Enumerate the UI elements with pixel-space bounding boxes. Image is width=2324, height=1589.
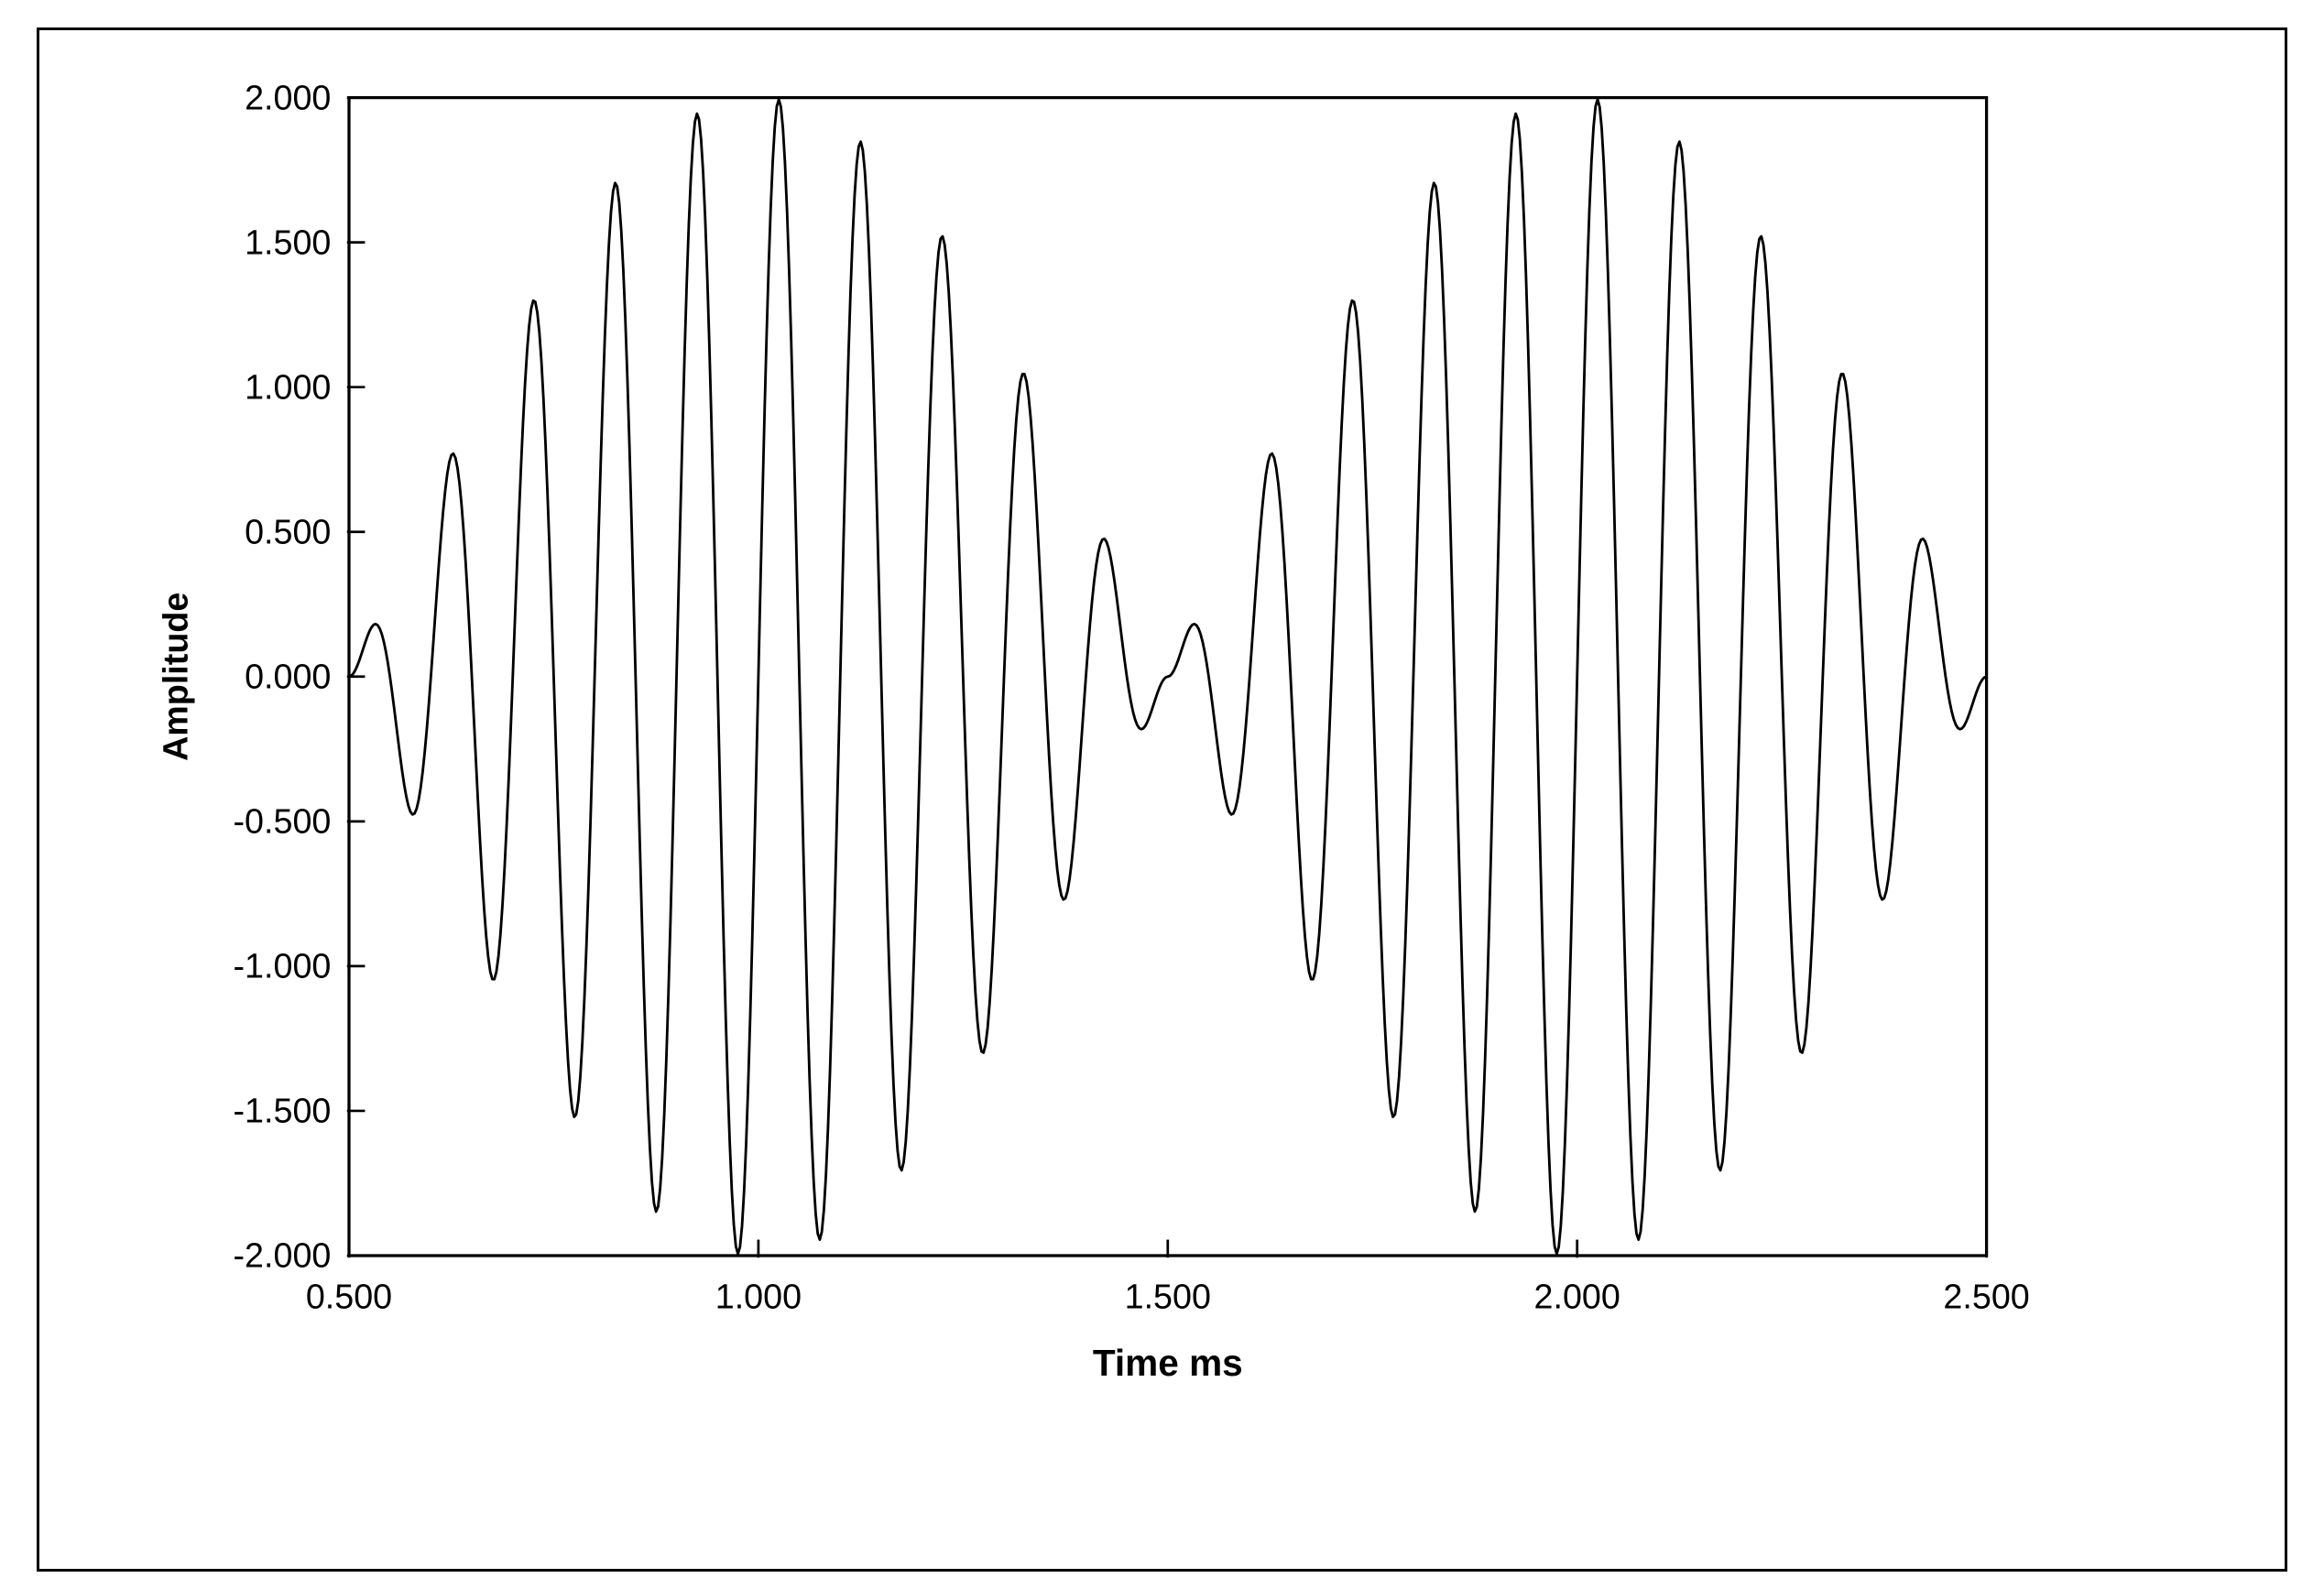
x-tick-label: 2.500 — [1943, 1277, 2029, 1315]
y-tick-label: -0.500 — [234, 802, 332, 841]
y-tick-label: -1.500 — [234, 1092, 332, 1130]
x-tick-label: 0.500 — [306, 1277, 392, 1315]
amplitude-time-chart: Amplitude Time ms -2.000 -1.500 -1.000 -0.5… — [149, 58, 2046, 1496]
y-tick-label: 0.000 — [245, 658, 331, 696]
x-tick-label: 1.500 — [1125, 1277, 1211, 1315]
plot-area — [349, 98, 1987, 1256]
y-tick-label: -1.000 — [234, 947, 332, 985]
y-tick-label: -2.000 — [234, 1236, 332, 1275]
outer-frame: Amplitude Time ms -2.000 -1.500 -1.000 -0.5… — [37, 27, 2287, 1572]
y-axis-title: Amplitude — [156, 593, 194, 761]
x-tick-label: 1.000 — [715, 1277, 802, 1315]
y-tick-label: 1.000 — [245, 367, 331, 406]
y-ticks: -2.000 -1.500 -1.000 -0.500 0.000 0.500 1.000 1… — [234, 78, 366, 1274]
y-tick-label: 1.500 — [245, 223, 331, 261]
x-axis-title: Time ms — [1093, 1342, 1243, 1384]
waveform-series — [349, 100, 1987, 1254]
y-tick-label: 2.000 — [245, 78, 331, 116]
x-tick-label: 2.000 — [1534, 1277, 1620, 1315]
y-tick-label: 0.500 — [245, 513, 331, 551]
chart-container: Amplitude Time ms -2.000 -1.500 -1.000 -0.5… — [39, 30, 2285, 1569]
x-ticks: 0.500 1.000 1.500 2.000 2.500 — [306, 1240, 2030, 1316]
